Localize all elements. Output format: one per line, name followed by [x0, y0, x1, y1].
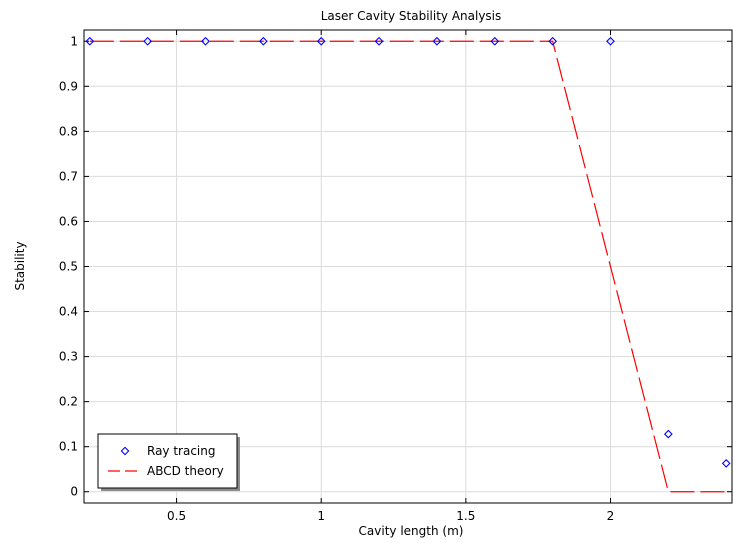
ray-tracing-point — [548, 36, 558, 46]
tick-marks — [84, 30, 732, 503]
abcd-theory-line — [89, 40, 727, 493]
ray-tracing-point — [85, 36, 95, 46]
legend: Ray tracing ABCD theory — [97, 433, 240, 491]
ray-tracing-point — [721, 458, 731, 468]
ray-tracing-point — [201, 36, 210, 46]
y-tick-label: 0 — [70, 485, 78, 499]
y-tick-label: 0.2 — [59, 395, 78, 409]
ray-tracing-point — [316, 36, 326, 46]
legend-marker-ray-tracing — [120, 446, 130, 456]
x-tick-label: 1 — [317, 509, 325, 523]
ray-tracing-point — [606, 36, 615, 46]
y-tick-label: 0.4 — [59, 305, 78, 319]
x-tick-label: 0.5 — [167, 509, 186, 523]
x-tick-label: 1.5 — [456, 509, 475, 523]
y-tick-label: 0.6 — [59, 214, 78, 228]
plot-frame — [83, 29, 733, 504]
y-tick-label: 0.8 — [59, 124, 78, 138]
y-axis-label: Stability — [13, 241, 27, 290]
grid — [84, 30, 732, 503]
y-tick-label: 1 — [70, 34, 78, 48]
ray-tracing-point — [374, 36, 384, 46]
y-tick-labels: 0 0.1 0.2 0.3 0.4 0.5 0.6 0.7 0.8 0.9 1 — [59, 34, 78, 498]
legend-box — [97, 433, 238, 489]
x-tick-label: 2 — [607, 509, 615, 523]
ray-tracing-point — [663, 429, 673, 439]
legend-label-ray-tracing: Ray tracing — [147, 444, 216, 458]
ray-tracing-point — [490, 36, 500, 46]
y-tick-label: 0.7 — [59, 169, 78, 183]
y-tick-label: 0.1 — [59, 440, 78, 454]
ray-tracing-point — [143, 36, 153, 46]
legend-marker-diamond — [120, 446, 130, 456]
y-tick-label: 0.3 — [59, 350, 78, 364]
y-tick-label: 0.9 — [59, 79, 78, 93]
y-tick-label: 0.5 — [59, 260, 78, 274]
x-axis-label: Cavity length (m) — [359, 524, 464, 538]
legend-label-abcd-theory: ABCD theory — [147, 464, 224, 478]
ray-tracing-point — [258, 36, 268, 46]
x-tick-labels: 0.5 1 1.5 2 — [167, 509, 614, 523]
series-layer — [85, 36, 731, 493]
ray-tracing-point — [432, 36, 442, 46]
chart-title: Laser Cavity Stability Analysis — [321, 9, 502, 23]
